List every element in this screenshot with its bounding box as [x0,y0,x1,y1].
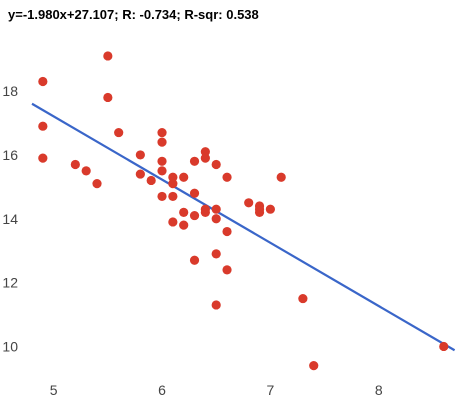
data-point [222,265,232,275]
data-point [179,172,189,182]
data-point [244,198,254,208]
x-tick-label: 6 [158,382,166,398]
data-point [189,255,200,265]
x-tick-label: 8 [375,382,383,398]
data-point [114,127,124,138]
data-point [103,92,113,103]
data-point [189,210,200,221]
data-point [265,204,275,214]
trendline-layer [31,102,456,352]
y-tick-label: 16 [2,147,18,163]
data-point [38,76,48,87]
data-point [200,153,210,163]
data-point [70,159,80,170]
trendline [31,102,456,352]
data-point [211,300,221,310]
data-point [211,159,221,170]
data-point [254,207,265,217]
x-axis-ticks: 5 6 7 8 [50,382,383,398]
data-point [168,179,178,189]
data-point [211,249,221,259]
data-point [211,204,221,214]
data-point [157,127,167,138]
points-layer [38,51,449,371]
data-point [157,191,167,202]
data-point [211,214,221,224]
data-point [157,156,167,166]
x-tick-label: 5 [50,382,58,398]
data-point [81,166,91,176]
data-point [157,137,167,147]
data-point [103,51,113,61]
y-tick-label: 18 [2,83,18,99]
data-point [146,175,156,186]
data-point [222,172,232,182]
data-point [135,169,145,179]
x-tick-label: 7 [266,382,274,398]
data-point [276,172,286,182]
data-point [189,156,200,166]
data-point [200,147,210,157]
data-point [135,150,145,160]
data-point [38,153,48,163]
data-point [179,207,189,217]
data-point [157,166,167,176]
data-point [168,217,178,227]
data-point [439,341,449,352]
data-point [309,361,319,371]
y-tick-label: 12 [2,275,18,291]
y-axis-ticks: 10 12 14 16 18 [2,83,18,354]
data-point [200,207,210,217]
data-point [222,226,232,237]
data-point [298,293,308,304]
data-point [38,121,48,131]
chart-title: y=-1.980x+27.107; R: -0.734; R-sqr: 0.53… [8,7,259,22]
y-tick-label: 14 [2,211,18,227]
y-tick-label: 10 [2,338,18,354]
data-point [179,220,189,230]
data-point [168,191,178,202]
data-point [168,172,178,182]
data-point [92,179,102,189]
data-point [189,188,200,198]
